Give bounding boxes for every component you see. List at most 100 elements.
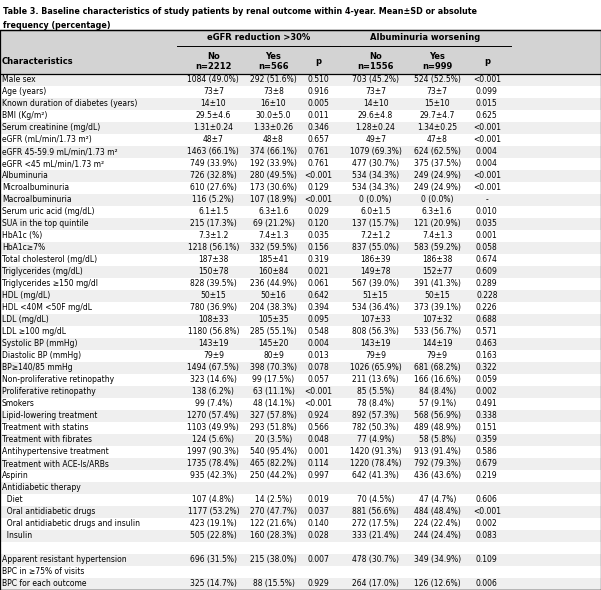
Text: 1494 (67.5%): 1494 (67.5%) bbox=[188, 363, 239, 372]
Text: 398 (70.3%): 398 (70.3%) bbox=[250, 363, 297, 372]
Text: 484 (48.4%): 484 (48.4%) bbox=[414, 507, 460, 516]
Bar bbox=[0, 30, 601, 74]
Bar bbox=[0, 326, 601, 338]
Text: 0.019: 0.019 bbox=[308, 496, 329, 504]
Text: 1103 (49.9%): 1103 (49.9%) bbox=[188, 424, 239, 432]
Text: <0.001: <0.001 bbox=[305, 388, 332, 396]
Text: 187±38: 187±38 bbox=[198, 255, 228, 264]
Text: 534 (34.3%): 534 (34.3%) bbox=[352, 183, 399, 192]
Text: Treatment with ACE-Is/ARBs: Treatment with ACE-Is/ARBs bbox=[2, 460, 109, 468]
Bar bbox=[0, 530, 601, 542]
Text: 6.3±1.6: 6.3±1.6 bbox=[258, 207, 288, 217]
Text: 423 (19.1%): 423 (19.1%) bbox=[190, 519, 237, 529]
Text: 0.004: 0.004 bbox=[476, 148, 498, 156]
Text: 6.0±1.5: 6.0±1.5 bbox=[361, 207, 391, 217]
Text: LDL (mg/dL): LDL (mg/dL) bbox=[2, 316, 49, 325]
Text: Male sex: Male sex bbox=[2, 76, 35, 84]
Bar bbox=[0, 74, 601, 86]
Text: <0.001: <0.001 bbox=[473, 135, 501, 145]
Text: 80±9: 80±9 bbox=[263, 352, 284, 360]
Text: SUA in the top quintile: SUA in the top quintile bbox=[2, 219, 88, 228]
Text: 1220 (78.4%): 1220 (78.4%) bbox=[350, 460, 401, 468]
Text: 20 (3.5%): 20 (3.5%) bbox=[255, 435, 292, 444]
Text: 505 (22.8%): 505 (22.8%) bbox=[190, 532, 237, 540]
Text: 99 (7.4%): 99 (7.4%) bbox=[195, 399, 232, 408]
Text: Aspirin: Aspirin bbox=[2, 471, 29, 480]
Text: 250 (44.2%): 250 (44.2%) bbox=[250, 471, 297, 480]
Text: 14±10: 14±10 bbox=[201, 99, 226, 108]
Text: 828 (39.5%): 828 (39.5%) bbox=[190, 279, 237, 289]
Text: 143±19: 143±19 bbox=[361, 339, 391, 348]
Text: Serum creatinine (mg/dL): Serum creatinine (mg/dL) bbox=[2, 123, 100, 132]
Bar bbox=[0, 266, 601, 278]
Text: 749 (33.9%): 749 (33.9%) bbox=[190, 159, 237, 168]
Bar bbox=[0, 470, 601, 482]
Bar bbox=[0, 422, 601, 434]
Text: Proliferative retinopathy: Proliferative retinopathy bbox=[2, 388, 96, 396]
Text: 79±9: 79±9 bbox=[203, 352, 224, 360]
Text: 0.163: 0.163 bbox=[476, 352, 498, 360]
Text: 85 (5.5%): 85 (5.5%) bbox=[357, 388, 394, 396]
Text: Insulin: Insulin bbox=[2, 532, 32, 540]
Text: 48 (14.1%): 48 (14.1%) bbox=[252, 399, 294, 408]
Text: 15±10: 15±10 bbox=[424, 99, 450, 108]
Bar bbox=[0, 302, 601, 314]
Text: Treatment with fibrates: Treatment with fibrates bbox=[2, 435, 92, 444]
Text: 186±39: 186±39 bbox=[361, 255, 391, 264]
Text: 47±8: 47±8 bbox=[427, 135, 448, 145]
Text: 107 (18.9%): 107 (18.9%) bbox=[250, 195, 297, 204]
Text: 121 (20.9%): 121 (20.9%) bbox=[414, 219, 460, 228]
Text: HbA1c≥7%: HbA1c≥7% bbox=[2, 243, 45, 253]
Text: 73±7: 73±7 bbox=[427, 87, 448, 96]
Text: 249 (24.9%): 249 (24.9%) bbox=[414, 183, 460, 192]
Text: 0.004: 0.004 bbox=[308, 339, 329, 348]
Text: 48±7: 48±7 bbox=[203, 135, 224, 145]
Text: 349 (34.9%): 349 (34.9%) bbox=[413, 556, 461, 565]
Text: Microalbuminuria: Microalbuminuria bbox=[2, 183, 69, 192]
Text: 185±41: 185±41 bbox=[258, 255, 288, 264]
Text: Total cholesterol (mg/dL): Total cholesterol (mg/dL) bbox=[2, 255, 97, 264]
Bar bbox=[0, 182, 601, 194]
Text: eGFR <45 mL/min/1.73 m²: eGFR <45 mL/min/1.73 m² bbox=[2, 159, 104, 168]
Text: Systolic BP (mmHg): Systolic BP (mmHg) bbox=[2, 339, 78, 348]
Text: 0.129: 0.129 bbox=[308, 183, 329, 192]
Text: 107±33: 107±33 bbox=[361, 316, 391, 325]
Text: 0.011: 0.011 bbox=[308, 112, 329, 120]
Bar bbox=[0, 338, 601, 350]
Text: Yes
n=999: Yes n=999 bbox=[422, 52, 453, 71]
Text: 375 (37.5%): 375 (37.5%) bbox=[413, 159, 461, 168]
Text: 144±19: 144±19 bbox=[422, 339, 453, 348]
Bar bbox=[0, 386, 601, 398]
Bar bbox=[0, 350, 601, 362]
Text: HbA1c (%): HbA1c (%) bbox=[2, 231, 42, 240]
Text: 0 (0.0%): 0 (0.0%) bbox=[359, 195, 392, 204]
Text: Non-proliferative retinopathy: Non-proliferative retinopathy bbox=[2, 375, 114, 385]
Text: 0.005: 0.005 bbox=[308, 99, 329, 108]
Text: 534 (36.4%): 534 (36.4%) bbox=[352, 303, 399, 312]
Bar bbox=[0, 434, 601, 446]
Text: 192 (33.9%): 192 (33.9%) bbox=[250, 159, 297, 168]
Text: 374 (66.1%): 374 (66.1%) bbox=[250, 148, 297, 156]
Bar bbox=[0, 170, 601, 182]
Text: 0.289: 0.289 bbox=[476, 279, 498, 289]
Text: 489 (48.9%): 489 (48.9%) bbox=[414, 424, 460, 432]
Text: Triglycerides (mg/dL): Triglycerides (mg/dL) bbox=[2, 267, 82, 276]
Text: No
n=2212: No n=2212 bbox=[195, 52, 231, 71]
Text: 1.33±0.26: 1.33±0.26 bbox=[254, 123, 293, 132]
Text: 1026 (65.9%): 1026 (65.9%) bbox=[350, 363, 401, 372]
Text: 0.226: 0.226 bbox=[476, 303, 498, 312]
Text: 837 (55.0%): 837 (55.0%) bbox=[352, 243, 399, 253]
Text: 0.642: 0.642 bbox=[308, 291, 329, 300]
Text: 16±10: 16±10 bbox=[261, 99, 286, 108]
Text: 642 (41.3%): 642 (41.3%) bbox=[352, 471, 399, 480]
Text: 0.120: 0.120 bbox=[308, 219, 329, 228]
Text: 137 (15.7%): 137 (15.7%) bbox=[352, 219, 399, 228]
Text: 0.061: 0.061 bbox=[308, 279, 329, 289]
Text: -: - bbox=[486, 195, 488, 204]
Bar bbox=[0, 110, 601, 122]
Text: Table 3. Baseline characteristics of study patients by renal outcome within 4-ye: Table 3. Baseline characteristics of stu… bbox=[3, 8, 477, 17]
Text: <0.001: <0.001 bbox=[473, 183, 501, 192]
Text: 465 (82.2%): 465 (82.2%) bbox=[250, 460, 297, 468]
Text: 0.491: 0.491 bbox=[476, 399, 498, 408]
Text: 0.586: 0.586 bbox=[476, 447, 498, 457]
